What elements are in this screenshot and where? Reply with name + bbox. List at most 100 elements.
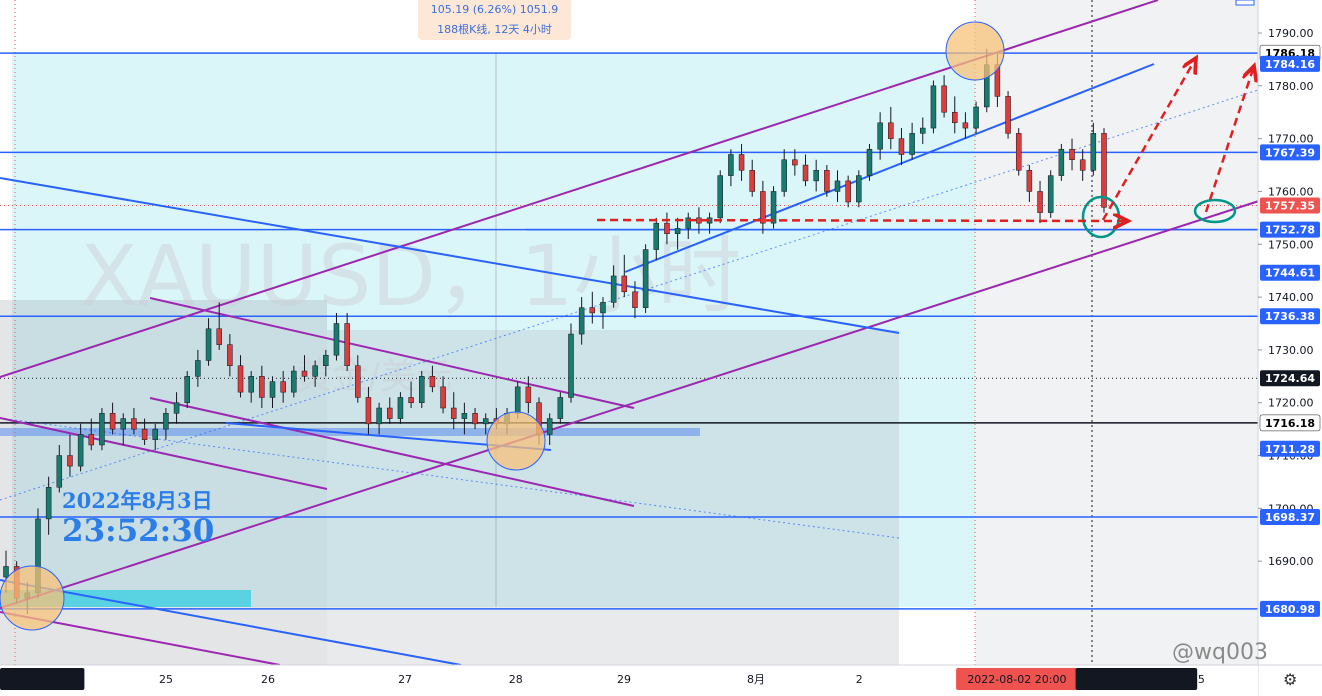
candle-body <box>152 428 158 440</box>
candle-body <box>1079 159 1086 171</box>
candle-body <box>291 370 297 393</box>
candle-body <box>962 122 969 129</box>
candle-body <box>632 291 638 308</box>
time-axis-label: 29 <box>617 673 631 686</box>
candle-body <box>450 407 457 419</box>
teal-target-2 <box>1193 198 1237 224</box>
purple-flag-upper <box>149 297 635 409</box>
price-tag-box <box>1260 55 1320 72</box>
candle-body <box>866 148 873 176</box>
red-dashed-support <box>596 220 1128 221</box>
purple-line-left <box>0 417 328 490</box>
candle-body <box>387 407 393 419</box>
candle-body <box>1015 133 1022 171</box>
candle-body <box>56 455 63 488</box>
candle-body <box>621 275 628 293</box>
price-tag-box <box>1259 414 1321 432</box>
circle-low-0721 <box>0 565 65 631</box>
price-tag-label: 1744.61 <box>1265 267 1315 280</box>
candle-body <box>845 180 851 203</box>
candle-body <box>1101 133 1107 208</box>
blue-channel-mid <box>0 89 1259 501</box>
price-tag-label: 1767.39 <box>1265 146 1315 159</box>
candle-body <box>909 133 915 155</box>
purple-channel-lower <box>0 199 1263 609</box>
price-tag-box <box>1260 144 1320 161</box>
candle-body <box>77 434 84 467</box>
candle-body <box>45 486 52 520</box>
measure-line-1: 105.19 (6.26%) 1051.9 <box>430 3 559 16</box>
price-axis-bg[interactable] <box>1258 0 1322 665</box>
time-tag-label: 07-21 16:00 <box>9 673 76 686</box>
candle-body <box>131 418 137 430</box>
time-tag-label: 2022-08-02 20:00 <box>967 673 1066 686</box>
candle-body <box>728 154 734 176</box>
time-tag-label: 2022-08-03 20:00 <box>1087 673 1186 686</box>
toolbar-corner[interactable] <box>1235 0 1255 6</box>
candle-body <box>1090 133 1097 171</box>
candle-body <box>813 170 819 182</box>
candle-body <box>877 122 883 150</box>
candle-body <box>88 434 95 446</box>
candle-body <box>802 164 809 182</box>
candle-body <box>120 418 127 430</box>
candle-body <box>1005 96 1011 134</box>
candle-body <box>557 397 564 419</box>
price-tick-label: 1740.00 <box>1268 291 1314 304</box>
price-tag-box <box>1260 600 1320 617</box>
name-watermark: 黄金/美元 <box>296 356 452 397</box>
price-tag-label: 1752.78 <box>1265 224 1315 237</box>
time-tag-box <box>1075 668 1198 690</box>
candle-body <box>323 354 329 367</box>
candle-body <box>429 376 436 388</box>
price-tag-label: 1757.35 <box>1265 199 1315 212</box>
candle-body <box>610 275 617 303</box>
projection-arrows <box>596 58 1254 221</box>
candle-body <box>333 323 340 356</box>
price-tag-label: 1698.37 <box>1265 511 1315 524</box>
candle-body <box>674 228 681 234</box>
horizontal-levels <box>0 52 1258 610</box>
price-tag-box <box>1260 308 1320 325</box>
circle-high-0802 <box>945 21 1005 81</box>
circle-low-0727 <box>486 411 546 471</box>
price-tick-label: 1770.00 <box>1268 133 1314 146</box>
candle-body <box>600 302 606 314</box>
candle-body <box>67 455 73 467</box>
candle-body <box>589 307 596 314</box>
candle-body <box>685 217 692 229</box>
candle-body <box>205 328 212 361</box>
brand-watermark: @wq003 <box>1172 640 1268 665</box>
time-axis-label: 8月 <box>747 673 765 686</box>
symbol-watermark: XAUUSD，1小时 <box>80 227 741 325</box>
candle-body <box>578 307 585 335</box>
highlight-circles <box>0 21 1237 631</box>
candle-body <box>525 386 532 403</box>
candle-body <box>856 175 862 203</box>
candle-body <box>365 397 372 425</box>
purple-flag-lower <box>149 397 635 507</box>
time-axis-label: 25 <box>159 673 173 686</box>
candle-body <box>514 386 521 414</box>
candle-body <box>344 323 350 367</box>
time-axis-label: 27 <box>398 673 412 686</box>
red-projection-1 <box>1101 58 1196 221</box>
gray-zone-right <box>975 0 1258 665</box>
candle-body <box>248 376 254 393</box>
time-axis-label: 2 <box>856 673 863 686</box>
candle-body <box>1058 148 1065 176</box>
candle-body <box>440 386 446 409</box>
price-tick-label: 1730.00 <box>1268 344 1314 357</box>
candle-body <box>653 222 660 250</box>
price-tick-label: 1760.00 <box>1268 185 1314 198</box>
candle-body <box>227 344 233 367</box>
price-tag-label: 1784.16 <box>1265 58 1315 71</box>
price-tag-label: 1716.18 <box>1265 417 1315 430</box>
candle-body <box>1047 175 1054 213</box>
candle-body <box>781 159 787 192</box>
candle-body <box>195 360 201 377</box>
gear-icon[interactable]: ⚙ <box>1283 672 1298 689</box>
candle-body <box>973 106 979 129</box>
